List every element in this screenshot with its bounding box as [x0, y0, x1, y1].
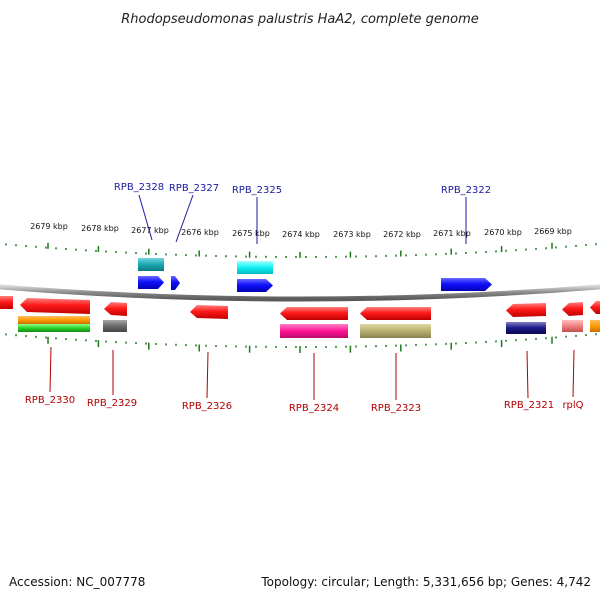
top-leader-lines [138, 194, 467, 244]
gene-rpb-2325[interactable] [237, 279, 273, 292]
inner-minor-ticks [5, 333, 597, 348]
gene-feature-olive[interactable] [360, 324, 431, 338]
genome-stats-text: Topology: circular; Length: 5,331,656 bp… [260, 575, 591, 589]
gene-label-rpb-2325[interactable]: RPB_2325 [232, 185, 282, 196]
gene-feature-teal[interactable] [138, 258, 164, 271]
outer-minor-ticks [5, 243, 597, 258]
leader-line [572, 349, 575, 398]
gene-feature-gray[interactable] [103, 320, 127, 332]
genome-backbone [0, 284, 600, 302]
gene-label-rpb-2330[interactable]: RPB_2330 [25, 395, 75, 406]
gene-label-rplq[interactable]: rplQ [562, 400, 583, 411]
gene-label-rpb-2327[interactable]: RPB_2327 [169, 183, 219, 194]
scale-tick-labels: 2679 kbp 2678 kbp 2677 kbp 2676 kbp 2675… [30, 222, 572, 239]
forward-strand-genes [138, 258, 492, 292]
gene-feature-green[interactable] [18, 324, 90, 332]
outer-tick-ring [5, 242, 597, 258]
gene-feature-orange-right[interactable] [590, 320, 600, 332]
gene-rpb-2324[interactable] [280, 307, 348, 320]
tick-label: 2677 kbp [131, 226, 169, 235]
gene-left-edge[interactable] [0, 296, 13, 309]
leader-line [138, 194, 153, 241]
tick-label: 2679 kbp [30, 222, 68, 231]
leader-line [49, 346, 52, 393]
gene-label-rpb-2326[interactable]: RPB_2326 [182, 401, 232, 412]
gene-rpb-2327[interactable] [171, 276, 180, 290]
tick-label: 2671 kbp [433, 229, 471, 238]
leader-line [206, 351, 209, 399]
tick-label: 2674 kbp [282, 230, 320, 239]
tick-label: 2673 kbp [333, 230, 371, 239]
reverse-strand-genes [0, 296, 600, 338]
gene-label-rpb-2322[interactable]: RPB_2322 [441, 185, 491, 196]
gene-rpb-2322[interactable] [441, 278, 492, 291]
gene-label-rpb-2321[interactable]: RPB_2321 [504, 400, 554, 411]
gene-rpb-2329[interactable] [104, 302, 127, 316]
bottom-leader-lines [49, 346, 575, 400]
tick-label: 2670 kbp [484, 228, 522, 237]
leader-line [175, 194, 194, 243]
map-title: Rhodopseudomonas palustris HaA2, complet… [121, 12, 479, 27]
leader-line [526, 350, 529, 399]
gene-feature-pink[interactable] [562, 320, 583, 332]
gene-rpb-2330[interactable] [20, 298, 90, 314]
tick-label: 2675 kbp [232, 229, 270, 238]
gene-label-rpb-2329[interactable]: RPB_2329 [87, 398, 137, 409]
tick-label: 2678 kbp [81, 224, 119, 233]
tick-label: 2669 kbp [534, 227, 572, 236]
gene-rplq[interactable] [562, 302, 583, 316]
gene-right-edge[interactable] [590, 301, 600, 314]
inner-major-ticks [47, 336, 553, 353]
tick-label: 2672 kbp [383, 230, 421, 239]
top-gene-labels: RPB_2328 RPB_2327 RPB_2325 RPB_2322 [114, 182, 491, 196]
gene-rpb-2326[interactable] [190, 305, 228, 319]
tick-label: 2676 kbp [181, 228, 219, 237]
accession-text: Accession: NC_007778 [9, 575, 145, 589]
gene-feature-orange[interactable] [18, 316, 90, 324]
gene-rpb-2323[interactable] [360, 307, 431, 320]
gene-feature-navy[interactable] [506, 322, 546, 334]
gene-feature-cyan[interactable] [237, 261, 273, 274]
bottom-gene-labels: RPB_2330 RPB_2329 RPB_2326 RPB_2324 RPB_… [25, 395, 584, 414]
gene-rpb-2328[interactable] [138, 276, 164, 289]
outer-major-ticks [47, 242, 553, 258]
gene-rpb-2321[interactable] [506, 303, 546, 317]
gene-label-rpb-2324[interactable]: RPB_2324 [289, 403, 339, 414]
inner-tick-ring [5, 333, 597, 353]
gene-label-rpb-2323[interactable]: RPB_2323 [371, 403, 421, 414]
gene-label-rpb-2328[interactable]: RPB_2328 [114, 182, 164, 193]
gene-feature-magenta[interactable] [280, 324, 348, 338]
